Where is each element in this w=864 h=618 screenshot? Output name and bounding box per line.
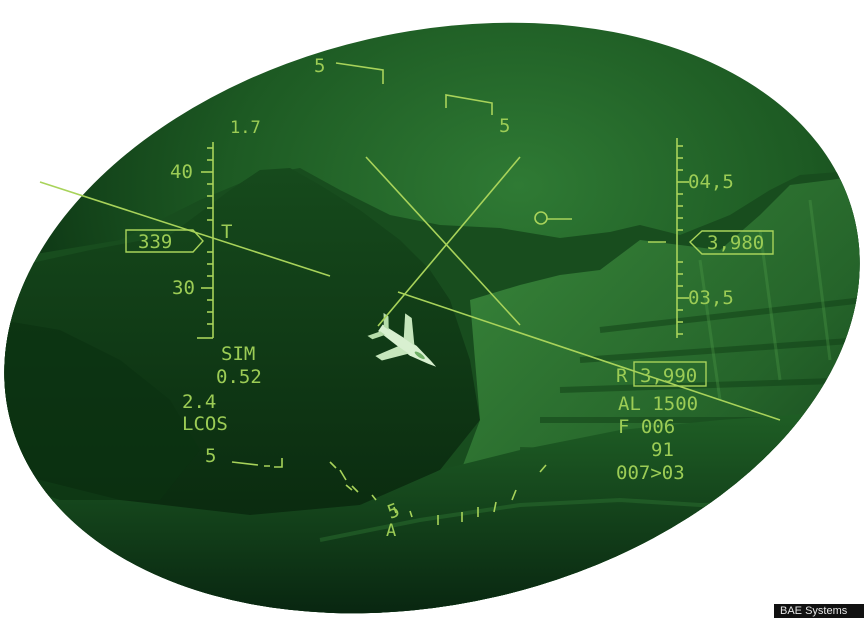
mach-readout: 0.52 — [216, 366, 262, 388]
radar-prefix: R — [616, 365, 628, 387]
speed-readout-box — [125, 229, 204, 253]
heading-left-label: 5 — [314, 55, 325, 77]
f-readout: F 006 — [618, 416, 675, 438]
waypoint-readout: 007>03 — [616, 462, 685, 484]
bank-scale — [329, 461, 547, 525]
altitude-readout-box — [688, 230, 774, 255]
bank-bottom-label: A — [386, 521, 396, 541]
horizon-line-left — [39, 181, 331, 277]
heading-bracket-left — [335, 62, 384, 84]
speed-readout: 339 — [138, 231, 172, 253]
g-readout: 2.4 — [182, 391, 216, 413]
radar-altitude-box — [633, 361, 707, 387]
heading-right-label: 5 — [499, 115, 510, 137]
altitude-upper-label: 04,5 — [688, 171, 734, 193]
bottom-bracket — [231, 458, 283, 468]
reticle-mode-label: LCOS — [182, 413, 228, 435]
flight-path-marker-icon — [534, 211, 548, 225]
photo-credit: BAE Systems — [774, 604, 864, 618]
hud-symbology — [39, 62, 781, 525]
altitude-lower-label: 03,5 — [688, 287, 734, 309]
mode-label: SIM — [221, 343, 255, 365]
reticle-line-a — [365, 156, 521, 326]
aircraft-icon — [367, 312, 437, 367]
altitude-readout: 3,980 — [707, 232, 764, 254]
speed-40-label: 40 — [170, 161, 193, 183]
speed-30-label: 30 — [172, 277, 195, 299]
heading-bracket-right — [445, 94, 493, 115]
bottom-left-marker: 5 — [205, 445, 216, 467]
reticle-line-b — [377, 156, 521, 327]
speed-top-label: 1.7 — [230, 118, 261, 138]
throttle-marker: T — [221, 221, 232, 243]
value-91-readout: 91 — [651, 439, 674, 461]
hud-readouts: 5 5 1.7 40 339 T 30 SIM 0.52 2.4 LCOS 5 … — [138, 55, 764, 541]
horizon-line-right — [397, 291, 781, 421]
al-readout: AL 1500 — [618, 393, 698, 415]
radar-altitude-readout: 3,990 — [640, 365, 697, 387]
